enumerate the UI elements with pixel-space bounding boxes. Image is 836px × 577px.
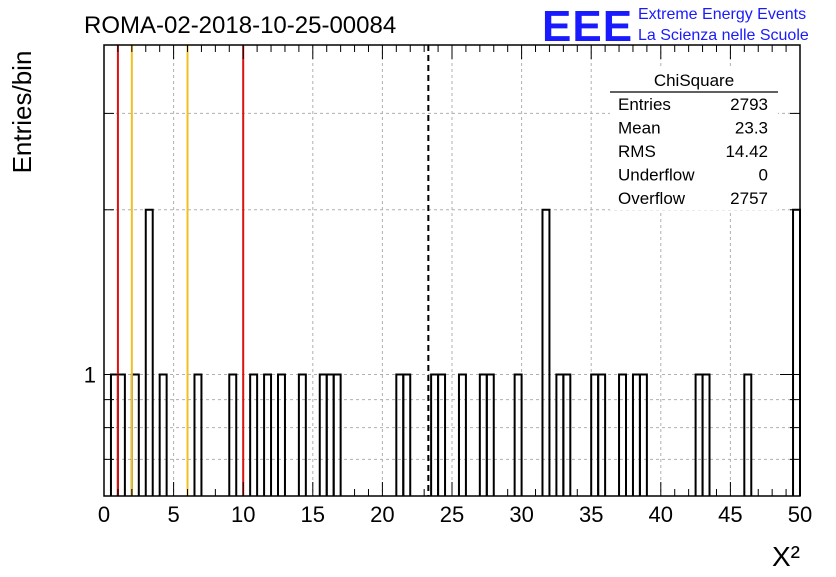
stats-row-label: Entries [618, 95, 671, 114]
histogram-bin [297, 373, 307, 496]
x-tick-label: 10 [231, 502, 255, 527]
histogram-bin [437, 373, 447, 496]
stats-box: ChiSquare Entries 2793 Mean 23.3 RMS 14.42 Und… [610, 68, 778, 210]
stats-box-title: ChiSquare [654, 71, 734, 90]
histogram-bin [485, 373, 495, 496]
x-tick-label: 5 [167, 502, 179, 527]
x-tick-label: 45 [718, 502, 742, 527]
histogram-bin [618, 373, 627, 496]
y-tick-label: 1 [84, 363, 96, 388]
histogram-bin [158, 373, 168, 496]
histogram-bin [109, 373, 119, 496]
x-tick-label: 0 [98, 502, 110, 527]
stats-row-value: 14.42 [725, 142, 768, 161]
histogram-bin [318, 373, 328, 496]
histogram-bin [457, 373, 467, 496]
histogram-bin [263, 373, 273, 496]
x-tick-label: 15 [301, 502, 325, 527]
x-tick-label: 30 [509, 502, 533, 527]
stats-row-label: Mean [618, 119, 661, 138]
histogram-bin [701, 373, 711, 496]
histogram-bin [325, 373, 335, 496]
histogram-bin [541, 208, 551, 496]
logo-line-2: La Scienza nelle Scuole [638, 27, 809, 44]
x-axis-label: X² [772, 541, 800, 572]
x-tick-label: 20 [370, 502, 394, 527]
histogram-bin [277, 373, 286, 496]
y-axis-label: Entries/bin [7, 51, 37, 174]
histogram-bin [792, 208, 801, 496]
stats-row-value: 23.3 [735, 119, 768, 138]
histogram-bin [402, 373, 412, 496]
eee-logo-mark: EEE [542, 2, 633, 51]
x-tick-label: 40 [649, 502, 673, 527]
histogram-bin [597, 373, 607, 496]
histogram-bin [395, 373, 405, 496]
x-tick-label: 50 [788, 502, 812, 527]
histogram-bin [116, 373, 126, 496]
axis-ticks: 0 5 10 15 20 25 30 35 40 45 50 1 [84, 45, 812, 527]
eee-logo: EEE Extreme Energy Events La Scienza nel… [542, 2, 809, 51]
reference-lines [116, 45, 430, 496]
stats-row-value: 0 [759, 166, 768, 185]
histogram-bin [513, 373, 523, 496]
x-tick-label: 35 [579, 502, 603, 527]
chart-title: ROMA-02-2018-10-25-00084 [84, 12, 396, 39]
histogram-bin [130, 373, 140, 496]
grid [104, 45, 800, 497]
histogram-bars [109, 208, 801, 496]
histogram-bin [332, 373, 342, 496]
histogram-bin [430, 373, 440, 496]
logo-line-1: Extreme Energy Events [638, 6, 806, 23]
stats-row-label: RMS [618, 142, 656, 161]
histogram-bin [638, 373, 648, 496]
x-tick-label: 25 [440, 502, 464, 527]
histogram-bin [193, 373, 203, 496]
histogram-bin [631, 373, 641, 496]
histogram-bin [590, 373, 600, 496]
stats-row-value: 2793 [730, 95, 768, 114]
histogram-bin [249, 373, 259, 496]
histogram-bin [144, 208, 154, 496]
histogram-bin [743, 373, 753, 496]
stats-row-label: Overflow [618, 189, 686, 208]
histogram-bin [562, 373, 572, 496]
histogram-bin [555, 373, 565, 496]
histogram-bin [694, 373, 704, 496]
stats-row-label: Underflow [618, 166, 695, 185]
stats-row-value: 2757 [730, 189, 768, 208]
histogram-bin [228, 373, 238, 496]
histogram-bin [478, 373, 488, 496]
